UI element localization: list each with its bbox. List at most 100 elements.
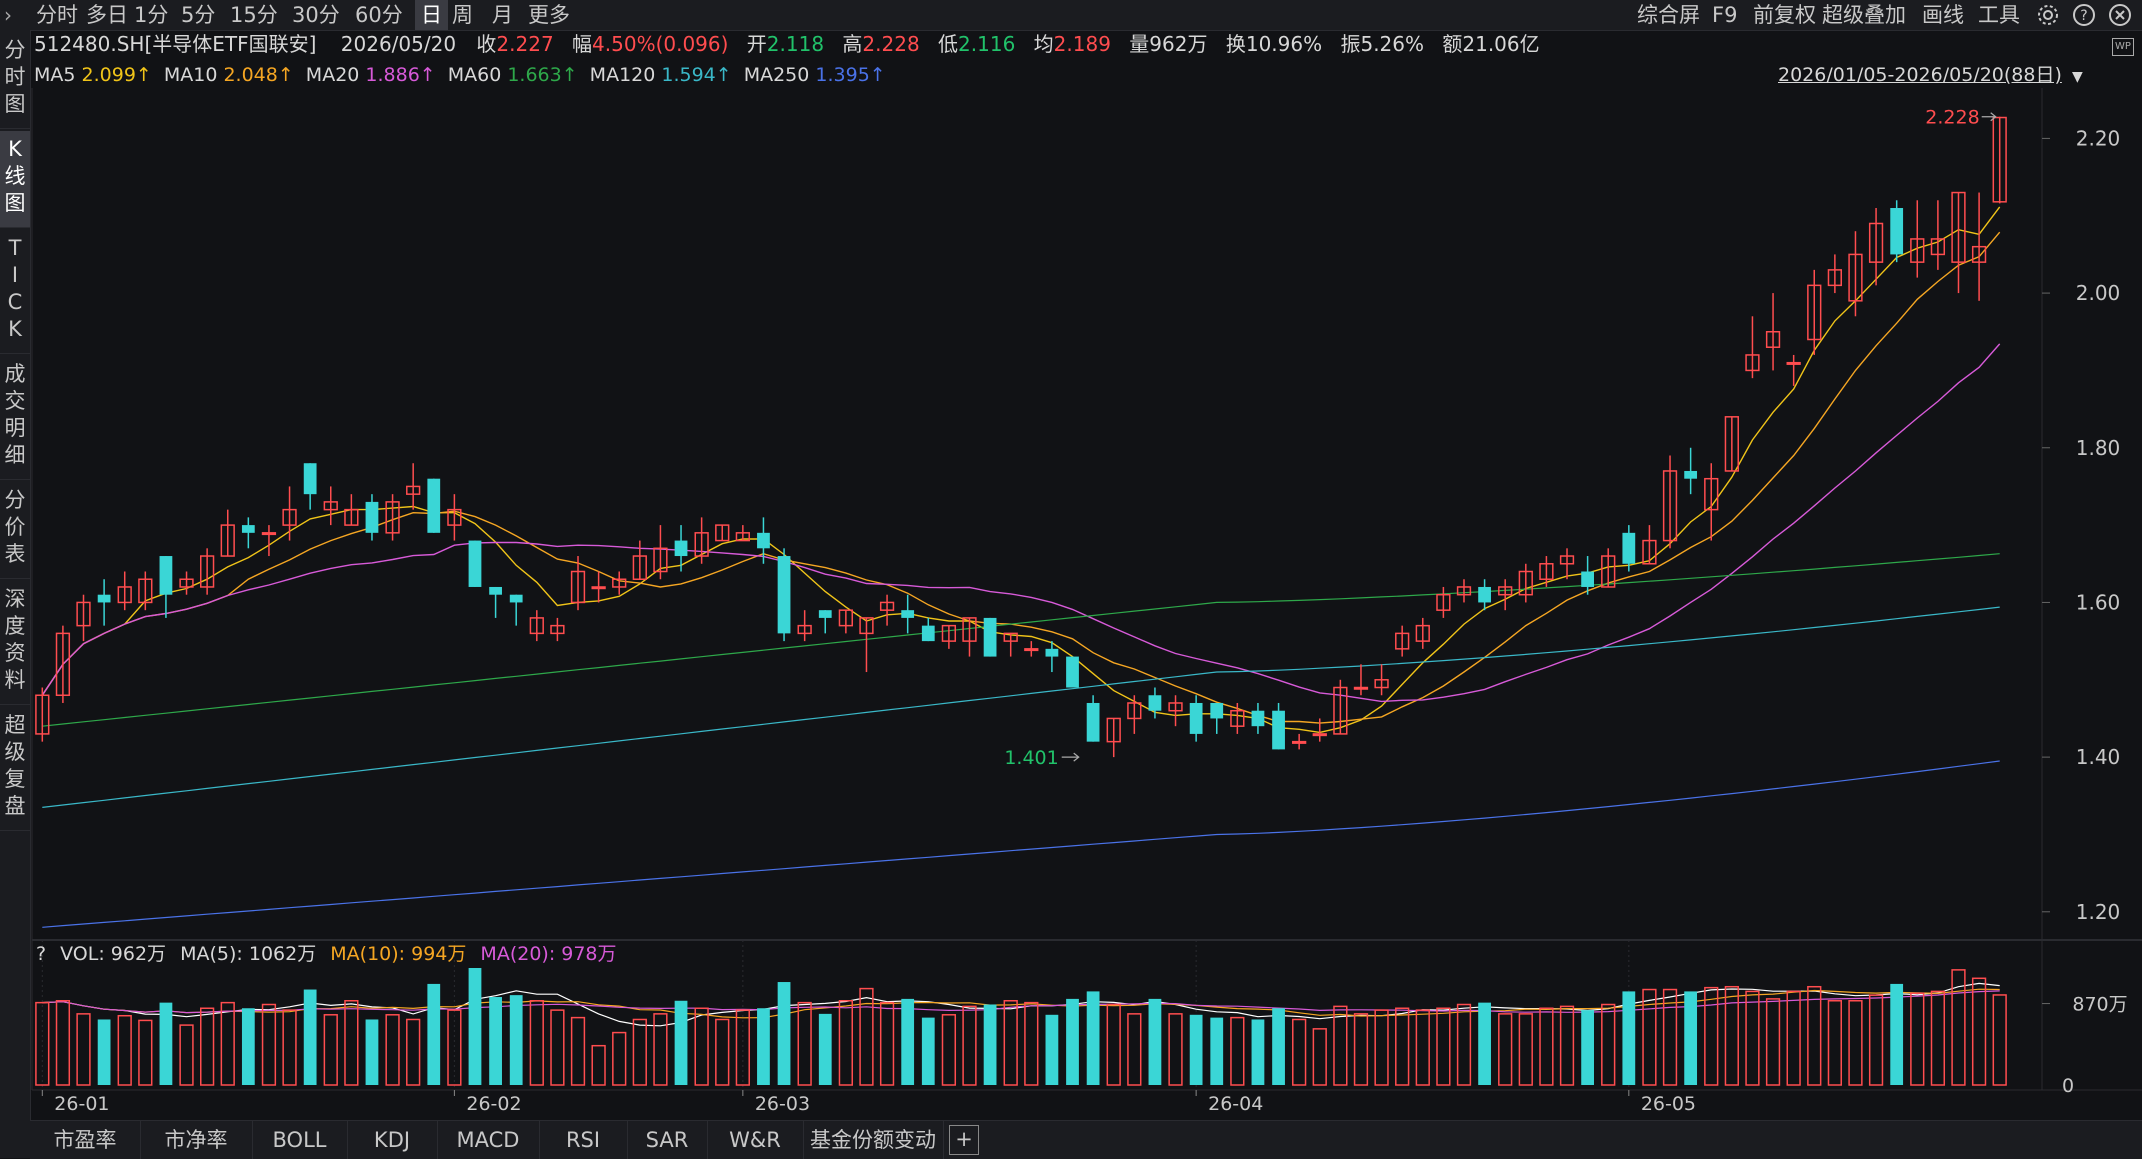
low-marker-label: 1.401 <box>1004 747 1058 769</box>
low-label: 低 <box>938 32 959 56</box>
high-marker-arrow <box>1981 112 1997 122</box>
add-indicator-button[interactable]: + <box>949 1125 979 1155</box>
candle-body <box>694 532 709 557</box>
volume-bar <box>550 1009 565 1086</box>
candle-body <box>1971 245 1987 263</box>
indicator-tab-7[interactable]: W&R <box>707 1121 804 1159</box>
candle-body <box>447 508 462 526</box>
volume-bar <box>1168 1013 1183 1086</box>
toolbar-item-0[interactable]: 综合屏 <box>1637 3 1700 27</box>
sidebar-item-4[interactable]: 分价表 <box>0 482 30 579</box>
volume-bar <box>1003 1000 1018 1086</box>
period-2[interactable]: 1分 <box>134 3 169 27</box>
indicator-tab-6[interactable]: SAR <box>627 1121 708 1159</box>
y-tick-label-2: 1.80 <box>2076 436 2121 460</box>
volume-bar <box>1992 994 2007 1086</box>
candle-body <box>55 632 71 696</box>
y-tick-label-3: 1.60 <box>2076 590 2121 614</box>
sidebar-item-6[interactable]: 超级复盘 <box>0 707 30 831</box>
volume-bar <box>1601 1003 1616 1086</box>
indicator-tab-8[interactable]: 基金份额变动 <box>803 1121 944 1159</box>
x-tick-label-1: 26-02 <box>466 1093 521 1115</box>
period-4[interactable]: 15分 <box>230 3 278 27</box>
candle-body <box>1662 470 1678 542</box>
volume-bar <box>35 1001 50 1086</box>
indicator-tab-0[interactable]: 市盈率 <box>30 1121 141 1159</box>
volume-bar <box>1662 988 1678 1086</box>
candle-body <box>1210 702 1224 719</box>
candle-body <box>818 610 832 618</box>
high-value: 2.228 <box>862 32 920 56</box>
toolbar-item-5[interactable]: 工具 <box>1978 3 2020 27</box>
ma-label-5: MA250 <box>743 64 816 86</box>
period-8[interactable]: 周 <box>452 3 473 27</box>
volume-bar <box>159 1002 173 1085</box>
indicator-tab-2[interactable]: BOLL <box>252 1121 348 1159</box>
volume-bar <box>818 1013 832 1085</box>
volume-bar <box>1684 991 1698 1085</box>
volume-bar <box>282 1009 297 1086</box>
dropdown-icon[interactable]: ▼ <box>2071 69 2083 85</box>
candle-body <box>1353 686 1369 690</box>
toolbar-item-4[interactable]: 画线 <box>1922 3 1964 27</box>
period-0[interactable]: 分时 <box>36 3 78 27</box>
sidebar-item-3[interactable]: 成交明细 <box>0 356 30 480</box>
toolbar-item-2[interactable]: 前复权 <box>1753 3 1816 27</box>
candle-body <box>983 617 997 657</box>
volume-bar <box>1210 1017 1224 1085</box>
period-6[interactable]: 60分 <box>355 3 403 27</box>
volume-bar <box>901 998 915 1085</box>
amplitude-label: 振 <box>1340 32 1361 56</box>
chevron-right-icon[interactable]: › <box>4 3 12 27</box>
volume-bar <box>1251 1019 1265 1085</box>
indicator-tab-1[interactable]: 市净率 <box>140 1121 253 1159</box>
candle-body <box>901 610 915 618</box>
period-5[interactable]: 30分 <box>292 3 340 27</box>
toolbar-item-1[interactable]: F9 <box>1712 3 1738 27</box>
candle-body <box>1498 586 1513 596</box>
ma5-line <box>41 206 2001 734</box>
volume-bar <box>1559 1005 1575 1086</box>
volume-help-label[interactable]: ? <box>36 943 47 965</box>
candle-body <box>365 501 379 533</box>
volume-ma10-line <box>42 988 2000 1019</box>
svg-text:?: ? <box>2080 8 2087 24</box>
sidebar-item-0[interactable]: 分时图 <box>0 32 30 129</box>
candle-body <box>1890 208 1904 255</box>
volume-bar <box>261 1003 277 1086</box>
period-9[interactable]: 月 <box>492 3 513 27</box>
amount-value: 21.06亿 <box>1462 32 1540 56</box>
volume-bar <box>1272 1008 1285 1085</box>
indicator-tab-5[interactable]: RSI <box>539 1121 628 1159</box>
y-tick-label-4: 1.40 <box>2076 745 2121 769</box>
candle-body <box>1786 361 1801 365</box>
date-range-label[interactable]: 2026/01/05-2026/05/20(88日) ▼ <box>1778 62 2083 88</box>
ma-value-3: 1.663↑ <box>507 64 578 86</box>
candle-body <box>241 525 255 533</box>
gear-icon[interactable] <box>2036 3 2060 31</box>
period-7[interactable]: 日 <box>415 0 448 30</box>
volume-bar <box>1024 1001 1039 1086</box>
toolbar-item-3[interactable]: 超级叠加 <box>1822 3 1906 27</box>
period-1[interactable]: 多日 <box>86 3 128 27</box>
indicator-tab-3[interactable]: KDJ <box>347 1121 438 1159</box>
candle-body <box>427 478 441 533</box>
candle-body <box>1745 354 1760 372</box>
volume-bar <box>241 1008 255 1085</box>
indicator-tab-4[interactable]: MACD <box>437 1121 540 1159</box>
help-icon[interactable]: ? <box>2072 3 2096 31</box>
period-3[interactable]: 5分 <box>181 3 216 27</box>
volume-bar <box>1910 992 1925 1086</box>
candle-body <box>879 601 895 611</box>
volume-bar <box>1127 1013 1142 1086</box>
candle-body <box>1848 253 1863 302</box>
sidebar-item-5[interactable]: 深度资料 <box>0 581 30 705</box>
open-label: 开 <box>746 32 767 56</box>
close-icon[interactable] <box>2108 3 2132 31</box>
widget-icon[interactable]: WP <box>2112 38 2134 56</box>
volume-bar <box>653 1013 668 1086</box>
period-10[interactable]: 更多 <box>528 3 570 27</box>
